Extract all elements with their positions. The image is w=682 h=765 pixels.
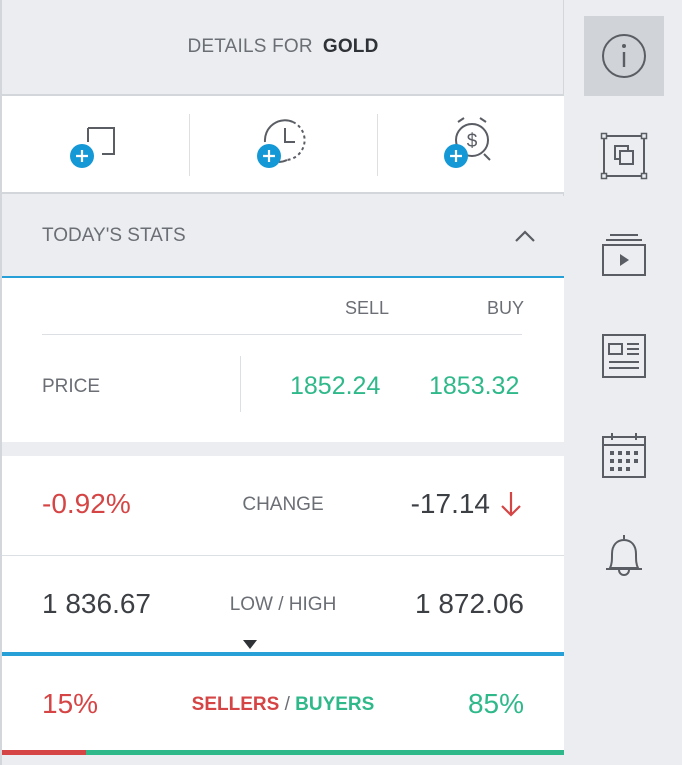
info-icon — [602, 34, 646, 78]
instrument-symbol: GOLD — [322, 36, 379, 57]
change-row: -0.92% CHANGE -17.14 — [2, 456, 564, 556]
change-value-group: -17.14 — [411, 488, 524, 520]
sidebar-alerts-button[interactable] — [584, 516, 664, 596]
buyers-percent: 85% — [467, 688, 524, 719]
sellers-fill — [2, 750, 87, 755]
sellers-label: SELLERS — [191, 694, 280, 715]
news-icon — [602, 334, 646, 378]
low-high-label: LOW / HIGH — [229, 594, 337, 615]
current-price-marker — [243, 640, 257, 649]
spacer — [2, 442, 564, 456]
add-price-alert-icon: $ — [444, 117, 492, 168]
chevron-up-icon — [515, 230, 535, 242]
day-range-bar — [2, 652, 564, 656]
details-header-label: DETAILS FOR — [187, 36, 313, 57]
right-sidebar — [564, 0, 682, 765]
overlay-icon — [600, 132, 648, 180]
change-label: CHANGE — [242, 494, 324, 515]
todays-stats-toggle[interactable]: TODAY'S STATS — [2, 196, 564, 278]
sentiment-row: 15% SELLERS / BUYERS 85% — [2, 656, 564, 752]
details-panel: DETAILS FOR GOLD — [0, 0, 564, 765]
buy-column-header: BUY — [487, 298, 525, 318]
spacer — [2, 755, 564, 765]
add-pending-order-button[interactable] — [189, 96, 376, 192]
add-to-watchlist-button[interactable] — [2, 96, 189, 192]
buyers-label: BUYERS — [295, 694, 375, 715]
action-bar: $ — [2, 96, 564, 194]
price-block: SELL BUY PRICE 1852.24 1853.32 — [2, 278, 564, 442]
video-icon — [602, 234, 646, 276]
sentiment-separator: / — [284, 694, 290, 715]
day-low: 1 836.67 — [42, 588, 151, 619]
sidebar-info-button[interactable] — [584, 16, 664, 96]
divider — [240, 356, 241, 412]
price-label: PRICE — [42, 376, 101, 397]
add-price-alert-button[interactable]: $ — [376, 96, 564, 192]
low-high-row: 1 836.67 LOW / HIGH 1 872.06 — [2, 556, 564, 654]
buy-price: 1853.32 — [429, 372, 520, 400]
sidebar-calendar-button[interactable] — [584, 416, 664, 496]
add-clock-icon — [256, 119, 306, 168]
day-high: 1 872.06 — [415, 588, 524, 619]
sidebar-news-button[interactable] — [584, 316, 664, 396]
sidebar-video-button[interactable] — [584, 216, 664, 296]
change-percent: -0.92% — [42, 488, 131, 519]
calendar-icon — [602, 433, 646, 478]
sidebar-overlay-button[interactable] — [584, 116, 664, 196]
svg-text:$: $ — [467, 131, 478, 152]
divider — [42, 334, 522, 335]
bell-icon — [606, 535, 642, 576]
change-value: -17.14 — [410, 488, 490, 519]
sentiment-bar — [2, 750, 564, 755]
sentiment-label: SELLERS / BUYERS — [2, 694, 564, 716]
sellers-percent: 15% — [42, 688, 99, 719]
sell-price: 1852.24 — [290, 372, 381, 400]
todays-stats-title: TODAY'S STATS — [42, 225, 186, 246]
arrow-down-icon — [501, 492, 521, 517]
add-square-icon — [69, 127, 115, 168]
details-header: DETAILS FOR GOLD — [2, 0, 564, 96]
buyers-fill — [86, 750, 564, 755]
sell-column-header: SELL — [345, 298, 390, 318]
